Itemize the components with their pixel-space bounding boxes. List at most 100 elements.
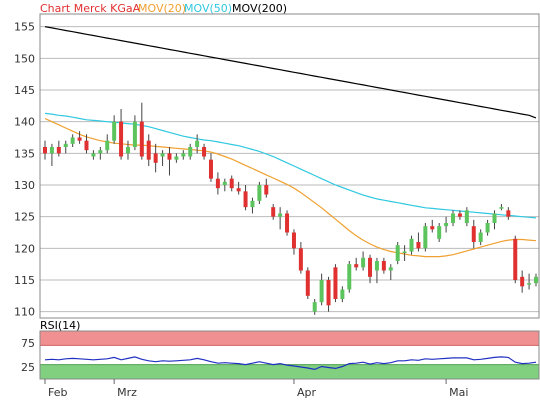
mov20-line bbox=[44, 117, 537, 258]
candle-body bbox=[264, 185, 269, 195]
y-tick-label: 120 bbox=[14, 242, 35, 255]
y-tick-label: 140 bbox=[14, 116, 35, 129]
x-tick-label: Mai bbox=[449, 386, 468, 399]
candle-body bbox=[132, 121, 137, 147]
rsi-y-tick-labels: 25 75 bbox=[21, 337, 35, 374]
candle-body bbox=[444, 223, 449, 227]
candle-body bbox=[84, 140, 89, 151]
candle-body bbox=[56, 147, 61, 154]
candle-body bbox=[326, 280, 331, 306]
x-tick-label: Mrz bbox=[117, 386, 137, 399]
candle-body bbox=[492, 213, 497, 223]
rsi-overbought-zone bbox=[40, 331, 539, 346]
candle-body bbox=[402, 251, 407, 253]
rsi-y-tick-label: 25 bbox=[21, 361, 35, 374]
candle-body bbox=[77, 137, 82, 141]
candle-body bbox=[319, 280, 324, 303]
candle-body bbox=[395, 245, 400, 261]
candle-body bbox=[485, 223, 490, 233]
candle-body bbox=[49, 147, 54, 154]
candle-body bbox=[63, 143, 68, 147]
y-tick-label: 145 bbox=[14, 84, 35, 97]
candle-body bbox=[195, 140, 200, 147]
candle-body bbox=[368, 257, 373, 277]
candle-body bbox=[112, 121, 117, 141]
candle-body bbox=[153, 153, 158, 163]
candle-body bbox=[340, 289, 345, 299]
candle-body bbox=[98, 150, 103, 154]
candle-body bbox=[236, 188, 241, 192]
candle-body bbox=[222, 181, 227, 185]
candle-body bbox=[499, 207, 504, 209]
candle-body bbox=[208, 159, 213, 179]
y-tick-label: 115 bbox=[14, 274, 35, 287]
y-tick-label: 130 bbox=[14, 179, 35, 192]
mov50-line-group bbox=[44, 112, 537, 219]
rsi-line-group bbox=[44, 356, 537, 371]
candle-body bbox=[160, 153, 165, 157]
candle-body bbox=[471, 226, 476, 242]
legend-entry: MOV(20) bbox=[138, 2, 186, 15]
candle-body bbox=[285, 213, 290, 233]
rsi-line bbox=[44, 356, 537, 371]
candle-body bbox=[167, 153, 172, 160]
candle-body bbox=[243, 191, 248, 208]
candle-body bbox=[361, 257, 366, 268]
candle-body bbox=[520, 276, 525, 287]
candle-body bbox=[451, 213, 456, 223]
candle-body bbox=[423, 226, 428, 249]
candle-body bbox=[464, 210, 469, 223]
rsi-plot-frame bbox=[39, 330, 540, 380]
candle-body bbox=[416, 242, 421, 249]
candle-body bbox=[374, 261, 379, 271]
rsi-y-tick-label: 75 bbox=[21, 337, 35, 350]
candle-body bbox=[333, 267, 338, 299]
candle-body bbox=[409, 238, 414, 252]
candle-body bbox=[257, 185, 262, 201]
rsi-zones bbox=[40, 331, 539, 379]
y-tick-label: 135 bbox=[14, 147, 35, 160]
candle-body bbox=[312, 302, 317, 312]
legend-entry: MOV(200) bbox=[232, 2, 287, 15]
candle-body bbox=[534, 276, 538, 284]
candle-body bbox=[298, 248, 303, 271]
candle-body bbox=[430, 226, 435, 230]
candle-body bbox=[174, 156, 179, 160]
candle-body bbox=[457, 213, 462, 217]
candle-body bbox=[91, 153, 96, 157]
candle-body bbox=[513, 238, 518, 280]
candles bbox=[43, 102, 538, 315]
candle-body bbox=[437, 226, 442, 239]
candle-body bbox=[125, 147, 130, 154]
rsi-oversold-zone bbox=[40, 364, 539, 379]
rsi-legend: RSI(14) bbox=[40, 319, 80, 332]
price-grid bbox=[40, 26, 539, 313]
legend-entry: RSI(14) bbox=[40, 319, 80, 332]
candle-body bbox=[188, 147, 193, 157]
candle-body bbox=[119, 121, 124, 157]
candle-body bbox=[354, 264, 359, 268]
y-tick-label: 155 bbox=[14, 21, 35, 34]
candle-body bbox=[250, 200, 255, 208]
candle-body bbox=[388, 267, 393, 271]
candle-body bbox=[229, 178, 234, 189]
candle-body bbox=[381, 261, 386, 271]
y-tick-label: 110 bbox=[14, 306, 35, 319]
candle-body bbox=[305, 270, 310, 296]
candle-body bbox=[527, 283, 532, 285]
candle-body bbox=[105, 140, 110, 151]
price-plot-frame bbox=[39, 13, 540, 319]
candle-body bbox=[215, 178, 220, 189]
x-axis: Feb Mrz Apr Mai bbox=[44, 379, 468, 399]
x-tick-label: Apr bbox=[297, 386, 317, 399]
candle-body bbox=[202, 147, 207, 157]
candle-body bbox=[506, 210, 511, 217]
y-tick-label: 150 bbox=[14, 52, 35, 65]
candle-body bbox=[278, 213, 283, 217]
candle-body bbox=[181, 153, 186, 157]
legend-entry: MOV(50) bbox=[184, 2, 232, 15]
mov200-line bbox=[44, 26, 537, 119]
candle-body bbox=[146, 140, 151, 160]
